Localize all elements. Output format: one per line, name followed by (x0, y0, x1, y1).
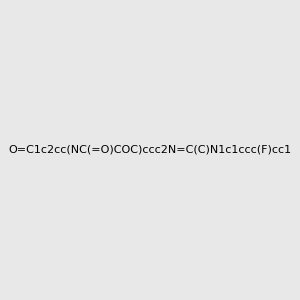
Text: O=C1c2cc(NC(=O)COC)ccc2N=C(C)N1c1ccc(F)cc1: O=C1c2cc(NC(=O)COC)ccc2N=C(C)N1c1ccc(F)c… (8, 145, 292, 155)
